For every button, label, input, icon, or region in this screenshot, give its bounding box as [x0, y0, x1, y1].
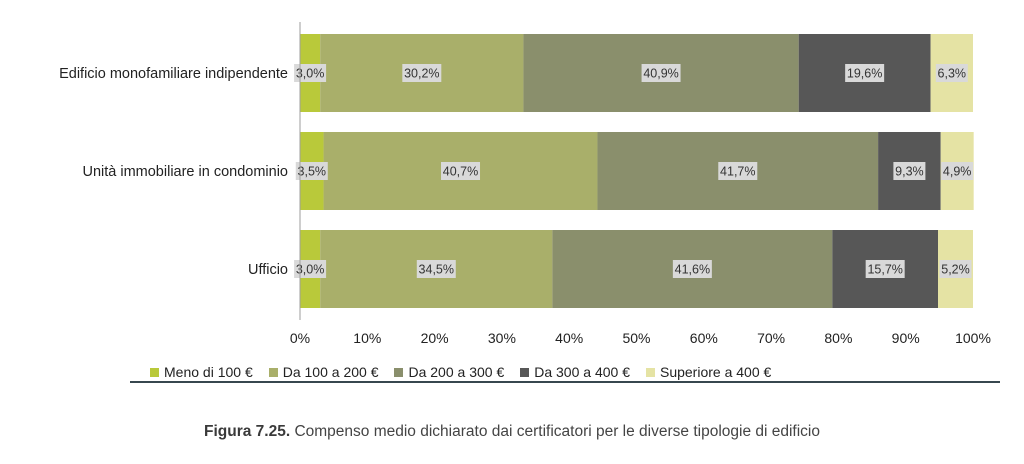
category-label: Ufficio	[248, 262, 288, 278]
legend-item: Da 300 a 400 €	[520, 364, 630, 380]
data-label: 30,2%	[404, 67, 439, 81]
data-label: 41,7%	[720, 165, 755, 179]
x-tick-label: 60%	[690, 330, 718, 346]
data-label-bg	[441, 162, 481, 180]
data-label: 3,5%	[298, 165, 327, 179]
data-label-bg	[935, 64, 968, 82]
data-label-bg	[416, 260, 456, 278]
legend-swatch	[645, 367, 655, 377]
caption-text: Compenso medio dichiarato dai certificat…	[290, 423, 820, 440]
data-label-bg	[865, 260, 905, 278]
data-labels-group: 3,0% 30,2% 40,9% 19,6% 6,3% 3,5% 40,7% 41,7% 9,3…	[294, 64, 974, 278]
data-label: 40,9%	[643, 67, 678, 81]
data-label-bg	[672, 260, 712, 278]
x-tick-label: 50%	[622, 330, 650, 346]
legend-item: Da 200 a 300 €	[394, 364, 504, 380]
legend-item: Meno di 100 €	[150, 364, 253, 380]
x-tick-label: 10%	[353, 330, 381, 346]
legend-label: Da 100 a 200 €	[282, 364, 379, 380]
x-tick-label: 100%	[955, 330, 991, 346]
legend-item: Da 100 a 200 €	[268, 364, 379, 380]
divider-line	[130, 381, 1000, 383]
x-tick-label: 20%	[421, 330, 449, 346]
data-label-bg	[893, 162, 926, 180]
category-label: Unità immobiliare in condominio	[82, 164, 288, 180]
x-axis: 0% 10% 20% 30% 40% 50% 60% 70% 80% 90% 100%	[290, 22, 991, 346]
x-tick-label: 90%	[892, 330, 920, 346]
data-label: 6,3%	[938, 67, 967, 81]
data-label: 15,7%	[867, 263, 902, 277]
legend: Meno di 100 € Da 100 a 200 € Da 200 a 300 …	[150, 364, 787, 380]
category-labels-group: Edificio monofamiliare indipendente Unità…	[59, 66, 288, 278]
legend-label: Da 200 a 300 €	[408, 364, 505, 380]
data-label-bg	[294, 260, 327, 278]
data-label-bg	[941, 162, 974, 180]
legend-item: Superiore a 400 €	[645, 364, 772, 380]
x-tick-label: 80%	[824, 330, 852, 346]
x-tick-label: 0%	[290, 330, 310, 346]
data-label: 4,9%	[943, 165, 972, 179]
legend-label: Superiore a 400 €	[659, 364, 772, 380]
data-label-bg	[294, 64, 327, 82]
x-tick-label: 70%	[757, 330, 785, 346]
data-label: 5,2%	[941, 263, 970, 277]
data-label-bg	[402, 64, 442, 82]
data-label-bg	[641, 64, 681, 82]
data-label: 19,6%	[847, 67, 882, 81]
data-label: 3,0%	[296, 263, 325, 277]
legend-swatch	[394, 367, 404, 377]
data-label: 3,0%	[296, 67, 325, 81]
data-label: 9,3%	[895, 165, 924, 179]
legend-label: Da 300 a 400 €	[534, 364, 630, 380]
x-tick-label: 30%	[488, 330, 516, 346]
data-label-bg	[718, 162, 758, 180]
caption-label: Figura 7.25.	[203, 423, 291, 440]
data-label: 41,6%	[675, 263, 710, 277]
data-label: 40,7%	[443, 165, 478, 179]
legend-label: Meno di 100 €	[164, 364, 253, 380]
legend-swatch	[268, 367, 278, 377]
stacked-bar-chart: 3,0% 30,2% 40,9% 19,6% 6,3% 3,5% 40,7% 41,7% 9,3…	[59, 22, 991, 346]
category-label: Edificio monofamiliare indipendente	[59, 66, 288, 82]
data-label-bg	[939, 260, 972, 278]
figure-caption: Figura 7.25. Compenso medio dichiarato d…	[0, 423, 1024, 441]
data-label-bg	[845, 64, 885, 82]
legend-swatch	[520, 367, 530, 377]
x-tick-label: 40%	[555, 330, 583, 346]
data-label: 34,5%	[419, 263, 454, 277]
data-label-bg	[295, 162, 328, 180]
legend-swatch	[150, 367, 159, 377]
